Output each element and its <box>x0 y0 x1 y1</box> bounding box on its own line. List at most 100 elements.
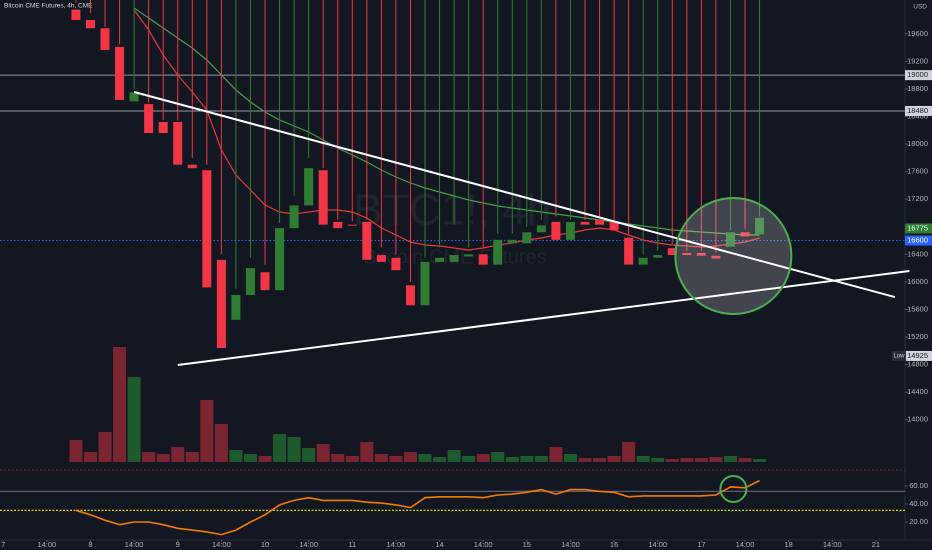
trendline <box>133 91 896 299</box>
volume-bar <box>156 454 170 462</box>
candle-body <box>609 221 619 231</box>
volume-bar <box>214 424 228 462</box>
volume-bar <box>491 452 505 462</box>
volume-bar <box>578 458 592 462</box>
candle-body <box>144 104 154 134</box>
volume-bar <box>302 448 316 462</box>
y-tick-label: 14000 <box>907 415 928 424</box>
volume-bar <box>127 377 141 462</box>
candle-body <box>667 248 677 256</box>
candle-body <box>71 9 81 20</box>
volume-bar <box>113 347 127 462</box>
rsi-highlight <box>719 474 748 503</box>
candle-body <box>711 255 721 259</box>
volume-bar <box>607 456 621 462</box>
watermark-title: BTC1!, 4h <box>353 186 551 235</box>
candle-body <box>275 228 285 291</box>
candle-body <box>464 254 474 257</box>
volume-bar <box>142 452 156 462</box>
volume-bar <box>374 454 388 462</box>
candle-body <box>289 205 299 229</box>
candle-body <box>391 257 401 271</box>
y-tick-label: 17200 <box>907 194 928 203</box>
trendline <box>177 269 910 366</box>
rsi-tick-label: 40.00 <box>909 499 928 508</box>
x-tick-label: 9 <box>176 540 180 549</box>
volume-bar <box>665 459 679 462</box>
x-tick-label: 14:00 <box>125 540 144 549</box>
candle-body <box>435 257 445 262</box>
x-tick-label: 17 <box>697 540 705 549</box>
volume-bar <box>534 456 548 462</box>
candle-body <box>231 294 241 320</box>
candle-body <box>376 255 386 262</box>
x-tick-label: 15 <box>523 540 531 549</box>
volume-bar <box>680 458 694 462</box>
last-price-label: 16775 <box>907 223 928 232</box>
candle-body <box>580 221 590 225</box>
volume-bar <box>389 456 403 462</box>
y-tick-label: 16000 <box>907 277 928 286</box>
volume-bar <box>316 444 330 462</box>
volume-bar <box>738 458 752 462</box>
candle-body <box>129 92 139 102</box>
volume-bar <box>549 447 563 462</box>
volume-bar <box>651 458 665 462</box>
candle-body <box>565 221 575 240</box>
candle-body <box>725 232 735 247</box>
x-tick-label: 11 <box>348 540 356 549</box>
volume-bar <box>418 454 432 462</box>
volume-bar <box>273 434 287 462</box>
volume-bar <box>83 452 97 462</box>
candle-body <box>304 168 314 206</box>
y-tick-label: 19600 <box>907 29 928 38</box>
volume-bar <box>331 454 345 462</box>
candle-body <box>551 221 561 240</box>
volume-bar <box>403 452 417 462</box>
candle-body <box>653 255 663 258</box>
y-tick-label: 15600 <box>907 304 928 313</box>
volume-bar <box>433 457 447 462</box>
volume-bar <box>69 440 83 462</box>
y-tick-label: 18800 <box>907 84 928 93</box>
volume-bar <box>447 450 461 462</box>
level-badge <box>905 70 932 81</box>
candle-body <box>624 237 634 265</box>
x-tick-label: 14 <box>435 540 443 549</box>
x-tick-label: 14:00 <box>299 540 318 549</box>
candle-body <box>318 170 328 225</box>
x-tick-label: 16 <box>610 540 618 549</box>
level-badge <box>905 105 932 116</box>
volume-bar <box>345 456 359 462</box>
candle-body <box>507 239 517 244</box>
volume-bar <box>622 442 636 462</box>
volume-bar <box>723 456 737 462</box>
candle-body <box>362 221 372 260</box>
volume-bar <box>243 454 257 462</box>
volume-bar <box>229 450 243 462</box>
candle-body <box>333 221 343 229</box>
candle-body <box>216 259 226 349</box>
volume-bar <box>258 456 272 462</box>
candle-body <box>595 219 605 225</box>
candle-body <box>478 254 488 265</box>
y-tick-label: 14400 <box>907 387 928 396</box>
x-tick-label: 14:00 <box>37 540 56 549</box>
volume-bar <box>694 458 708 462</box>
y-tick-label: 16400 <box>907 249 928 258</box>
volume-bar <box>200 400 214 462</box>
candle-body <box>449 255 459 262</box>
volume-bar <box>636 456 650 462</box>
x-tick-label: 7 <box>1 540 5 549</box>
candle-body <box>493 239 503 265</box>
volume-bar <box>563 454 577 462</box>
volume-bar <box>593 458 607 462</box>
x-tick-label: 14:00 <box>561 540 580 549</box>
candle-body <box>187 164 197 169</box>
low-tag <box>892 350 906 361</box>
y-tick-label: 14800 <box>907 360 928 369</box>
candle-body <box>420 261 430 306</box>
moving-average <box>133 7 760 236</box>
highlight-circle <box>674 197 793 316</box>
